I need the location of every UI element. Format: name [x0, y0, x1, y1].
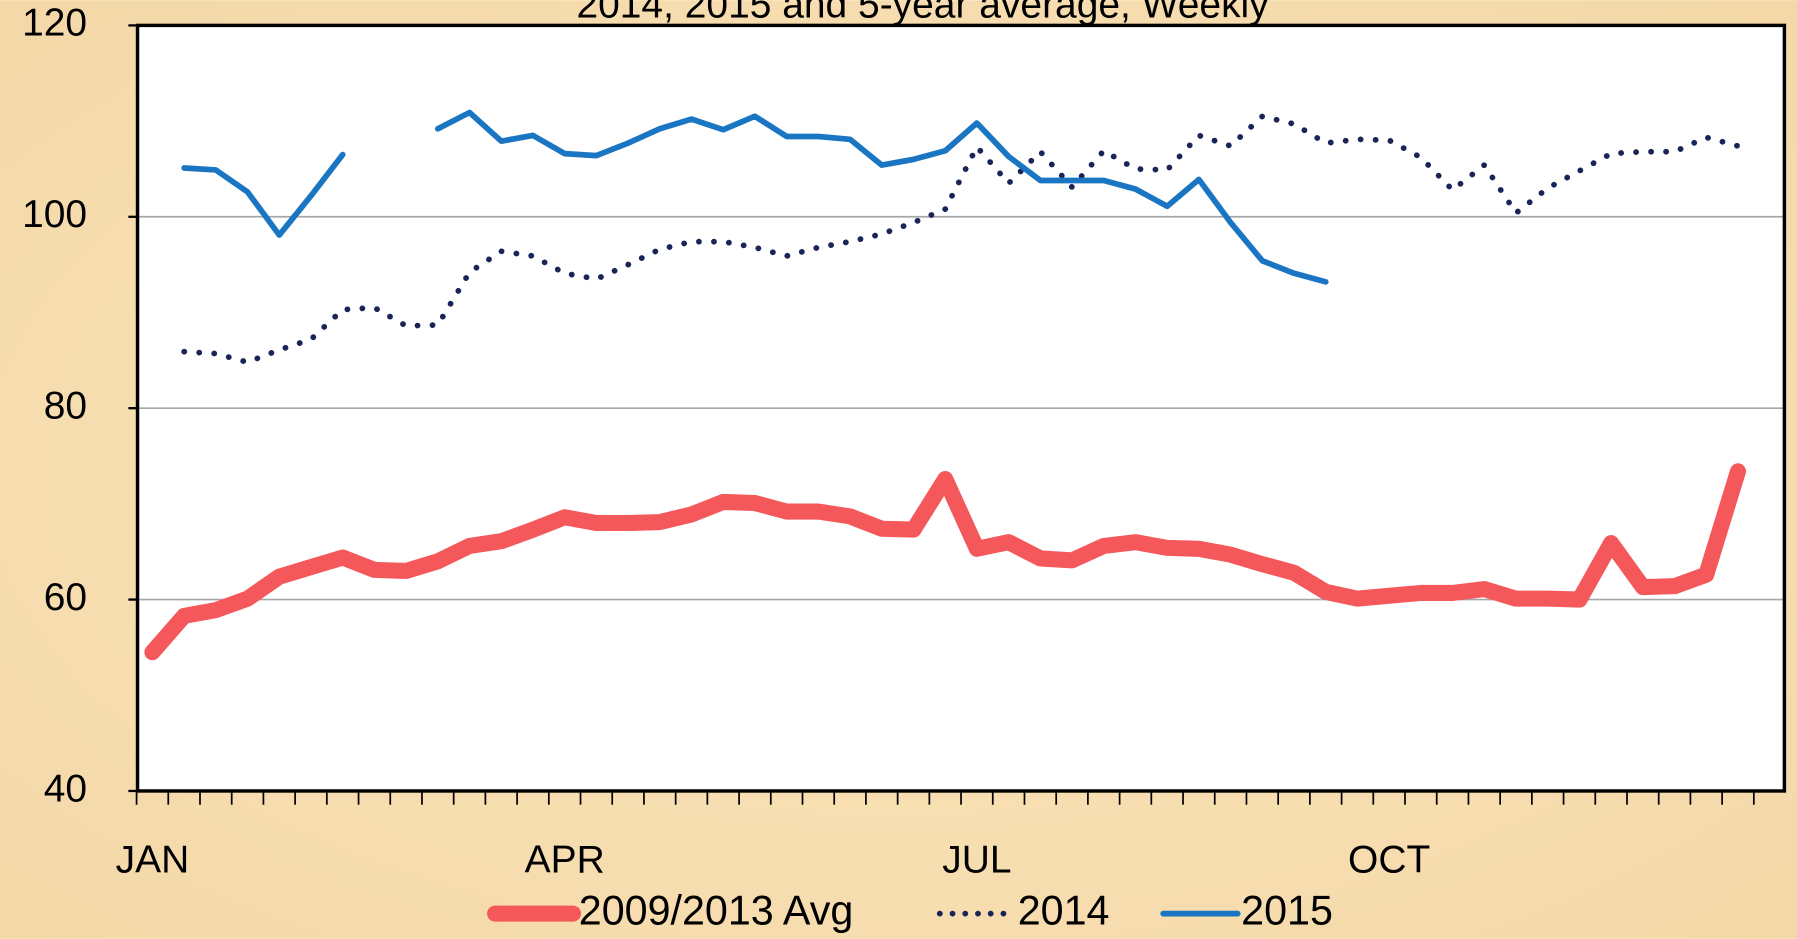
x-tick-label: JAN	[116, 838, 190, 881]
plot-frame	[135, 23, 1787, 793]
x-tick-label: JUL	[942, 838, 1011, 881]
x-tick-label: APR	[525, 838, 605, 881]
y-tick-label: 40	[44, 767, 87, 810]
series-line	[181, 113, 1741, 366]
y-tick-label: 100	[22, 193, 87, 236]
y-tick-label: 60	[44, 576, 87, 619]
y-tick-label: 120	[22, 2, 87, 45]
y-tick-label: 80	[44, 384, 87, 427]
legend-label: 2015	[1241, 887, 1333, 933]
series-line	[144, 463, 1747, 661]
legend-label: 2014	[1018, 887, 1110, 933]
chart-title: 2014, 2015 and 5-year average, Weekly	[576, 0, 1269, 26]
legend-label: 2009/2013 Avg	[579, 887, 854, 933]
series-line	[181, 109, 1329, 285]
x-tick-label: OCT	[1348, 838, 1430, 881]
